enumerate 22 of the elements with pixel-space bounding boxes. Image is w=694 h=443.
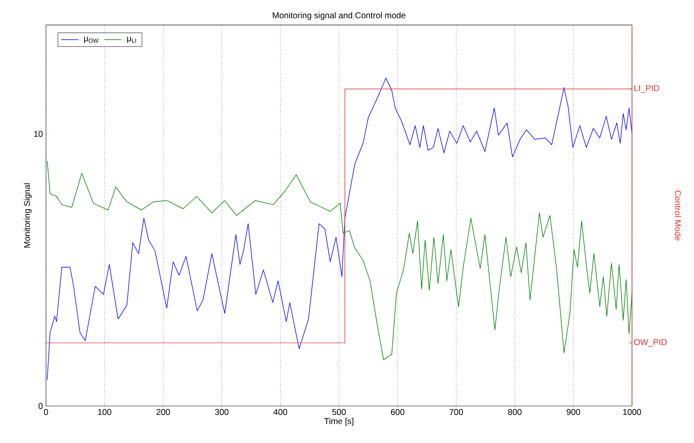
legend-label: μ$_{OW}$	[84, 36, 99, 43]
x-tick-label: 900	[566, 409, 580, 416]
x-tick-label: 1000	[623, 409, 642, 416]
line-series	[46, 160, 632, 360]
x-tick-label: 300	[215, 409, 229, 416]
x-tick-label: 200	[156, 409, 170, 416]
x-tick-label: 0	[44, 409, 48, 416]
y-tick-label: 10	[34, 130, 43, 137]
x-tick-label: 500	[332, 409, 346, 416]
x-tick-label: 800	[508, 409, 522, 416]
legend-label: μ$_{LI}$	[127, 36, 136, 43]
x-tick-label: 600	[390, 409, 404, 416]
text: LI_PID	[634, 85, 660, 93]
x-axis-title: Time [s]	[324, 418, 354, 426]
x-tick-label: 700	[450, 409, 463, 416]
text: OW_PID	[634, 339, 667, 347]
chart-title: Monitoring signal and Control mode	[272, 12, 406, 20]
y-axis-title: Monitoring Signal	[24, 183, 32, 248]
line-series	[46, 78, 632, 380]
x-tick-label: 100	[98, 409, 112, 416]
x-tick-label: 400	[274, 409, 288, 416]
y2-axis-title: Control Mode	[674, 190, 682, 241]
